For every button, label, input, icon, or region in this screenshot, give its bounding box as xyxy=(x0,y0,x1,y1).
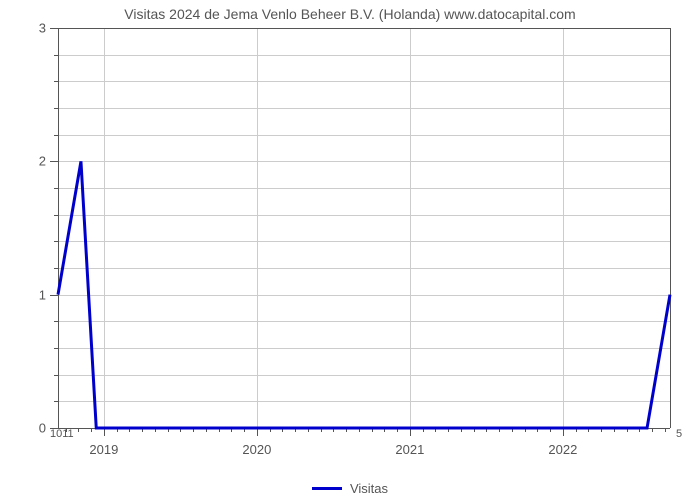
series-line-visitas xyxy=(58,161,670,428)
x-tick-label: 2022 xyxy=(548,442,577,457)
x-tick-label: 2021 xyxy=(395,442,424,457)
y-major-tick xyxy=(50,161,58,162)
legend-swatch xyxy=(312,487,342,490)
axis-right xyxy=(670,28,671,428)
y-tick-label: 3 xyxy=(30,21,46,36)
x-tick-label: 2019 xyxy=(89,442,118,457)
y-tick-label: 2 xyxy=(30,154,46,169)
plot-area: 2019202020212022012310115 xyxy=(58,28,670,428)
legend: Visitas xyxy=(0,477,700,496)
y-major-tick xyxy=(50,28,58,29)
series-svg xyxy=(58,28,670,428)
y-tick-label: 0 xyxy=(30,421,46,436)
legend-item-visitas: Visitas xyxy=(312,481,388,496)
legend-label: Visitas xyxy=(350,481,388,496)
annotation: 1011 xyxy=(50,428,74,440)
chart-container: Visitas 2024 de Jema Venlo Beheer B.V. (… xyxy=(0,0,700,500)
chart-title: Visitas 2024 de Jema Venlo Beheer B.V. (… xyxy=(0,6,700,22)
y-major-tick xyxy=(50,295,58,296)
y-tick-label: 1 xyxy=(30,287,46,302)
annotation: 5 xyxy=(676,428,682,440)
x-tick-label: 2020 xyxy=(242,442,271,457)
